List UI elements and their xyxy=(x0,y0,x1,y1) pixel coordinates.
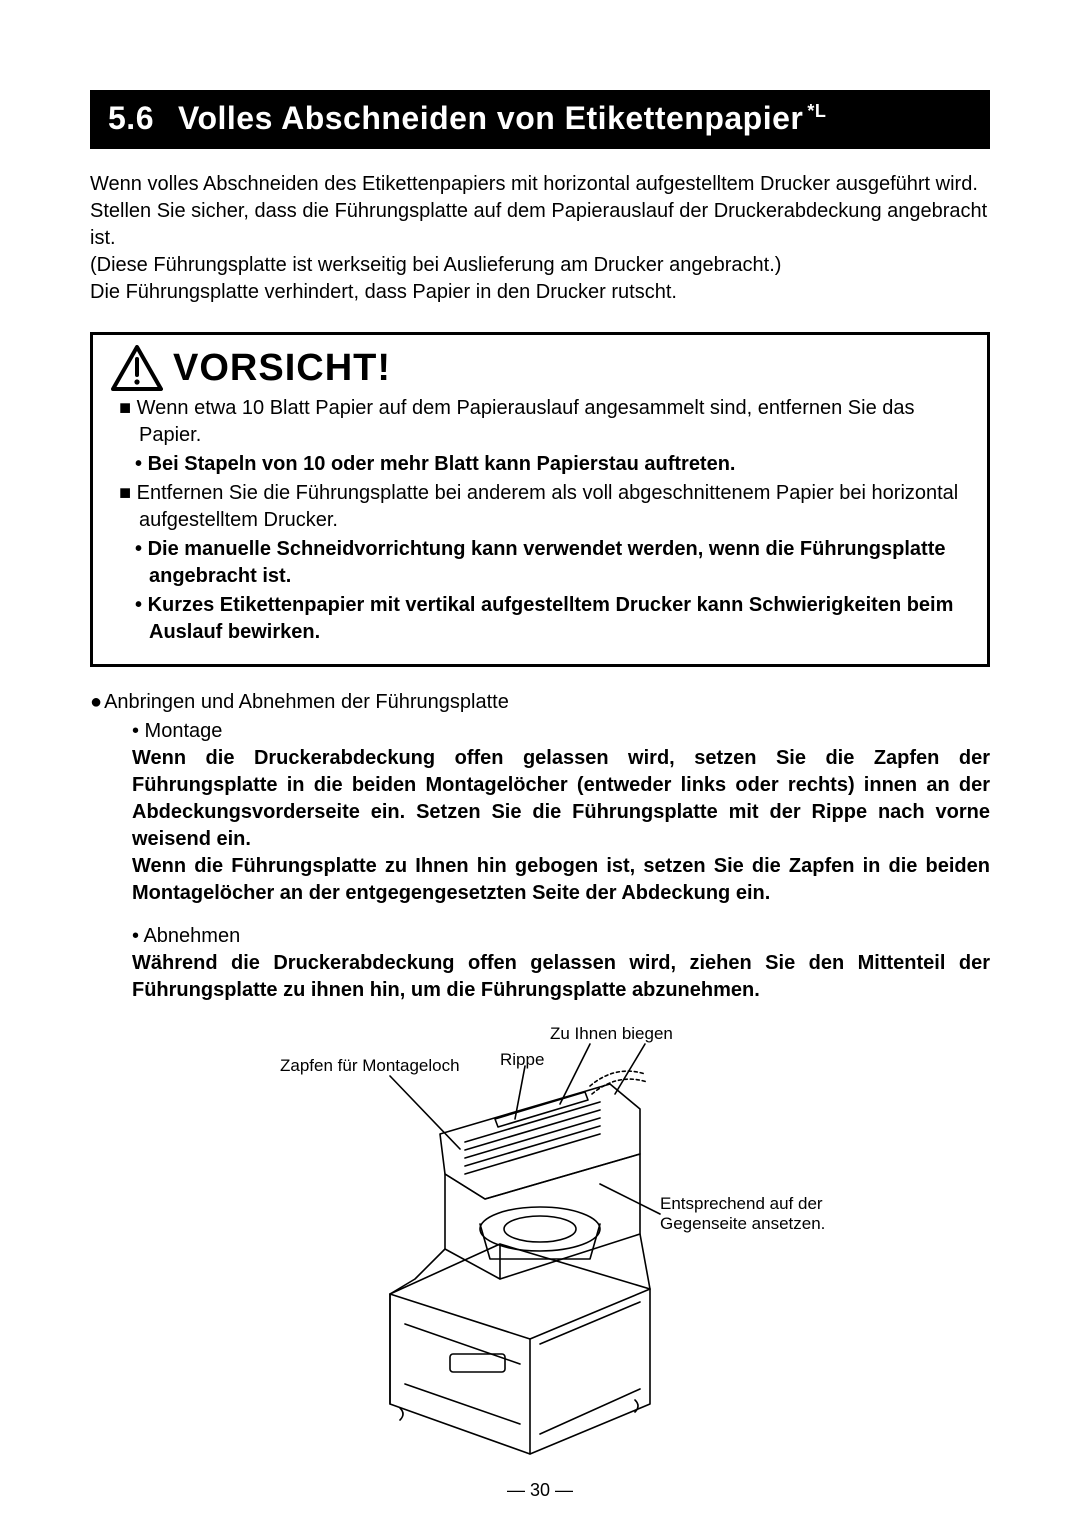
montage-body-2: Wenn die Führungsplatte zu Ihnen hin geb… xyxy=(132,855,990,904)
montage-body: Wenn die Druckerabdeckung offen gelassen… xyxy=(132,745,990,907)
caution-title-text: VORSICHT! xyxy=(173,347,391,390)
intro-text: Wenn volles Abschneiden des Etikettenpap… xyxy=(90,171,990,306)
caution-box: VORSICHT! ■ Wenn etwa 10 Blatt Papier au… xyxy=(90,332,990,667)
montage-section: • Montage Wenn die Druckerabdeckung offe… xyxy=(132,720,990,907)
section-superscript: *L xyxy=(807,101,826,121)
caution-item-text: Entfernen Sie die Führungsplatte bei and… xyxy=(137,482,959,531)
montage-body-1: Wenn die Druckerabdeckung offen gelassen… xyxy=(132,747,990,850)
circle-heading: Anbringen und Abnehmen der Führungsplatt… xyxy=(90,691,990,714)
section-number: 5.6 xyxy=(108,100,154,137)
caution-item: • Kurzes Etikettenpapier mit vertikal au… xyxy=(111,592,969,646)
abnehmen-label: • Abnehmen xyxy=(132,925,990,948)
page-number: — 30 — xyxy=(0,1480,1080,1501)
montage-label: • Montage xyxy=(132,720,990,743)
abnehmen-body: Während die Druckerabdeckung offen gelas… xyxy=(132,950,990,1004)
section-title: Volles Abschneiden von Etikettenpapier*L xyxy=(178,100,972,137)
manual-page: 5.6 Volles Abschneiden von Etikettenpapi… xyxy=(0,0,1080,1529)
caution-item-text: Bei Stapeln von 10 oder mehr Blatt kann … xyxy=(148,453,736,475)
abnehmen-section: • Abnehmen Während die Druckerabdeckung … xyxy=(132,925,990,1004)
caution-item: ■ Wenn etwa 10 Blatt Papier auf dem Papi… xyxy=(111,395,969,449)
caution-item-text: Wenn etwa 10 Blatt Papier auf dem Papier… xyxy=(137,397,915,446)
caution-item: ■ Entfernen Sie die Führungsplatte bei a… xyxy=(111,480,969,534)
caution-item: • Die manuelle Schneidvorrichtung kann v… xyxy=(111,536,969,590)
intro-p1: Wenn volles Abschneiden des Etikettenpap… xyxy=(90,173,987,249)
section-header: 5.6 Volles Abschneiden von Etikettenpapi… xyxy=(90,90,990,149)
printer-illustration xyxy=(240,1024,840,1484)
caution-item-text: Kurzes Etikettenpapier mit vertikal aufg… xyxy=(148,594,954,643)
intro-p3: Die Führungsplatte verhindert, dass Papi… xyxy=(90,281,677,303)
caution-item-text: Die manuelle Schneidvorrichtung kann ver… xyxy=(148,538,946,587)
printer-figure: Zu Ihnen biegen Zapfen für Montageloch R… xyxy=(240,1024,840,1484)
caution-title: VORSICHT! xyxy=(111,345,969,391)
intro-p2: (Diese Führungsplatte ist werkseitig bei… xyxy=(90,254,781,276)
caution-item: • Bei Stapeln von 10 oder mehr Blatt kan… xyxy=(111,451,969,478)
section-title-text: Volles Abschneiden von Etikettenpapier xyxy=(178,100,803,136)
warning-triangle-icon xyxy=(111,345,163,391)
